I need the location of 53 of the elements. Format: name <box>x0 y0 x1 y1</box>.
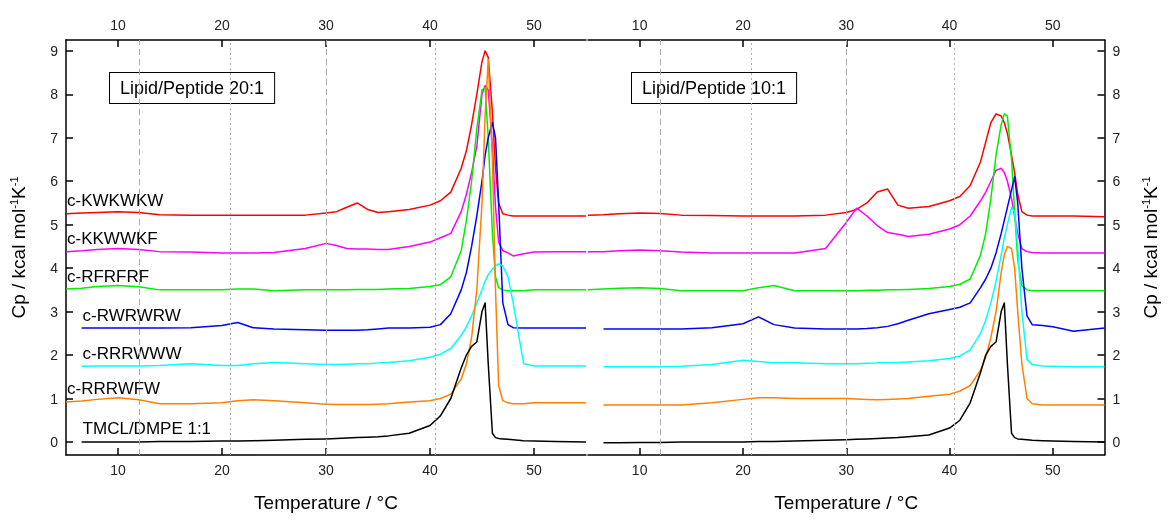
y-tick-label: 3 <box>50 303 59 320</box>
x-tick-label: 50 <box>526 462 542 478</box>
x2-tick-label: 20 <box>214 17 230 33</box>
y-tick-label: 7 <box>50 129 59 146</box>
x-tick-label: 20 <box>735 462 751 478</box>
y-tick-label: 2 <box>50 347 59 364</box>
y2-tick-label: 1 <box>1112 390 1121 407</box>
y-tick-label: 6 <box>50 173 59 190</box>
y-tick-label: 1 <box>50 390 59 407</box>
x2-tick-label: 40 <box>422 17 438 33</box>
y-tick-label: 0 <box>50 433 59 450</box>
x2-tick-label: 30 <box>838 17 855 33</box>
x-tick-label: 50 <box>1045 462 1061 478</box>
x2-tick-label: 50 <box>526 17 542 33</box>
x-axis-title: Temperature / °C <box>254 492 398 513</box>
y2-tick-label: 9 <box>1112 42 1121 59</box>
x-tick-label: 20 <box>214 462 230 478</box>
series-label: c-RRRWWW <box>82 343 182 363</box>
series-label: c-KWKWKW <box>67 191 164 211</box>
series-label: c-RRRWFW <box>67 379 161 399</box>
y-tick-label: 8 <box>50 86 59 103</box>
x2-tick-label: 50 <box>1045 17 1061 33</box>
x2-tick-label: 30 <box>318 17 334 33</box>
series-label: c-RWRWRW <box>82 305 181 325</box>
y2-tick-label: 8 <box>1112 86 1121 103</box>
y2-tick-label: 7 <box>1112 129 1121 146</box>
y2-tick-label: 3 <box>1112 303 1121 320</box>
x2-tick-label: 20 <box>735 17 751 33</box>
series-label: TMCL/DMPE 1:1 <box>82 419 212 439</box>
x-tick-label: 30 <box>318 462 334 478</box>
x2-tick-label: 10 <box>631 17 648 33</box>
y2-tick-label: 2 <box>1112 347 1121 364</box>
x-tick-label: 10 <box>110 462 126 478</box>
series-label: c-KKWWKF <box>67 229 158 249</box>
x2-tick-label: 40 <box>941 17 958 33</box>
y2-axis-title: Cp / kcal mol-1K-1 <box>1140 176 1161 319</box>
y-tick-label: 4 <box>50 260 59 277</box>
x-tick-label: 30 <box>838 462 855 478</box>
y2-tick-label: 4 <box>1112 260 1121 277</box>
y-tick-label: 9 <box>50 42 59 59</box>
x-tick-label: 40 <box>941 462 958 478</box>
x-tick-label: 10 <box>631 462 648 478</box>
y2-tick-label: 5 <box>1112 216 1121 233</box>
y2-tick-label: 6 <box>1112 173 1121 190</box>
x2-tick-label: 10 <box>110 17 126 33</box>
series-label: c-RFRFRF <box>67 266 150 286</box>
y-axis-title: Cp / kcal mol-1K-1 <box>7 176 29 319</box>
x-axis-title: Temperature / °C <box>774 492 919 513</box>
x-tick-label: 40 <box>422 462 438 478</box>
annotation: Lipid/Peptide 10:1 <box>642 78 787 98</box>
annotation: Lipid/Peptide 20:1 <box>120 78 265 98</box>
y2-tick-label: 0 <box>1112 433 1121 450</box>
y-tick-label: 5 <box>50 216 59 233</box>
